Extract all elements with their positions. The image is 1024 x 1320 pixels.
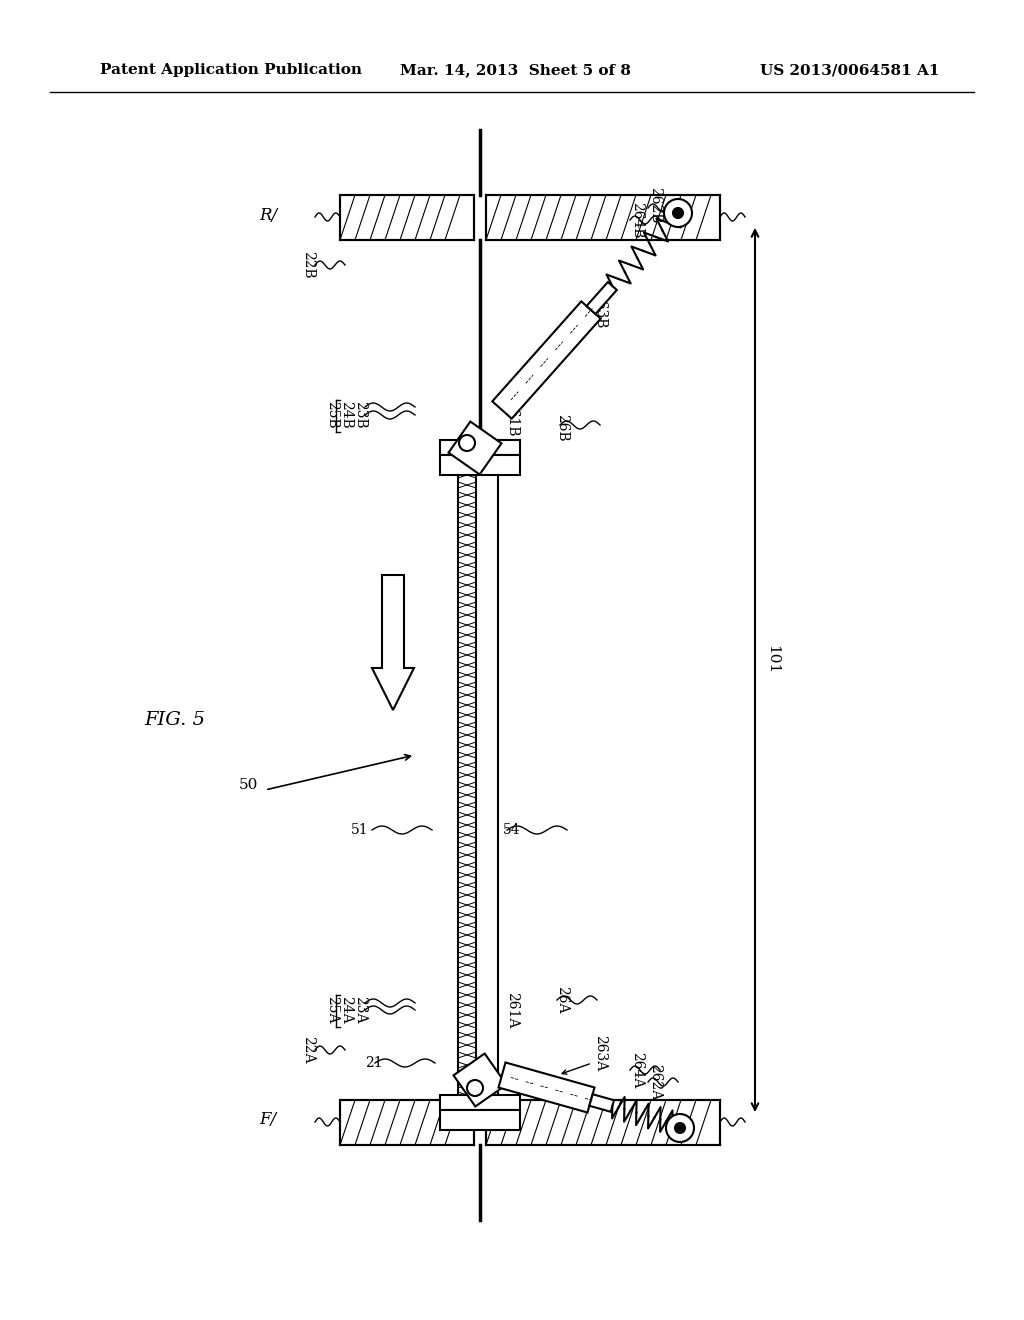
Text: 21: 21: [365, 1056, 383, 1071]
Text: 262A: 262A: [648, 1064, 662, 1100]
Circle shape: [459, 436, 475, 451]
Bar: [486, 195, 720, 240]
Text: 101: 101: [765, 645, 779, 675]
Text: Mar. 14, 2013  Sheet 5 of 8: Mar. 14, 2013 Sheet 5 of 8: [400, 63, 631, 77]
Text: 50: 50: [239, 777, 258, 792]
Bar: [340, 195, 474, 240]
Polygon shape: [493, 301, 601, 418]
Text: 261A: 261A: [505, 991, 519, 1028]
Text: 51: 51: [350, 822, 368, 837]
Text: 25A: 25A: [325, 997, 339, 1024]
Text: US 2013/0064581 A1: US 2013/0064581 A1: [760, 63, 939, 77]
Polygon shape: [454, 1053, 507, 1106]
Bar: [486, 1100, 720, 1144]
Text: 262B: 262B: [648, 187, 662, 223]
Circle shape: [467, 1080, 483, 1096]
Text: 263B: 263B: [593, 292, 607, 329]
Polygon shape: [499, 1063, 595, 1113]
Text: 263A: 263A: [593, 1035, 607, 1071]
Bar: [458, 440, 498, 1096]
Bar: [440, 1110, 520, 1130]
Text: FIG. 5: FIG. 5: [144, 711, 206, 729]
Text: 24A: 24A: [339, 997, 353, 1024]
Circle shape: [675, 1123, 685, 1133]
Text: 23B: 23B: [353, 401, 367, 429]
Text: 264A: 264A: [630, 1052, 644, 1088]
Polygon shape: [449, 421, 502, 474]
Text: F/: F/: [259, 1111, 276, 1129]
Text: 22A: 22A: [301, 1036, 315, 1064]
Text: 25B: 25B: [325, 401, 339, 429]
Text: 26B: 26B: [555, 414, 569, 442]
Text: 261B: 261B: [505, 400, 519, 436]
Bar: [440, 440, 520, 455]
Polygon shape: [587, 282, 616, 314]
Circle shape: [666, 1114, 694, 1142]
Text: Patent Application Publication: Patent Application Publication: [100, 63, 362, 77]
Bar: [340, 1100, 474, 1144]
Text: 264B: 264B: [630, 202, 644, 238]
Polygon shape: [590, 1094, 614, 1111]
Text: 22B: 22B: [301, 251, 315, 279]
Bar: [440, 1096, 520, 1110]
Bar: [440, 455, 520, 475]
FancyArrow shape: [372, 576, 414, 710]
Text: 54: 54: [503, 822, 520, 837]
Text: R/: R/: [259, 206, 278, 223]
Text: 23A: 23A: [353, 997, 367, 1024]
Circle shape: [673, 209, 683, 218]
Text: 24B: 24B: [339, 401, 353, 429]
Circle shape: [664, 199, 692, 227]
Text: 26A: 26A: [555, 986, 569, 1014]
